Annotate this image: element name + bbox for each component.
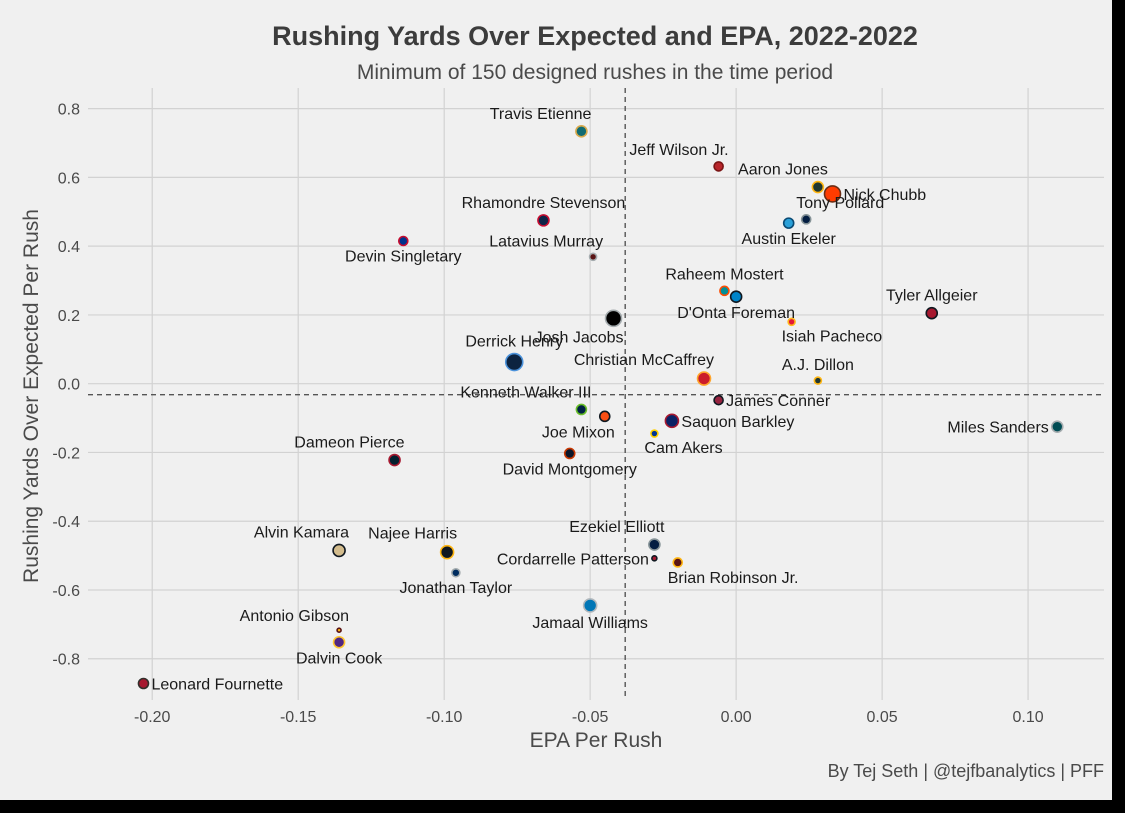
point-labels: Travis Etienne Jeff Wilson Jr. Aaron Jones… [151, 106, 1048, 694]
chart-title: Rushing Yards Over Expected and EPA, 202… [272, 21, 918, 51]
label-derrick-henry: Derrick Henry [465, 334, 563, 351]
label-jeff-wilson-jr: Jeff Wilson Jr. [629, 142, 728, 159]
label-antonio-gibson: Antonio Gibson [240, 608, 349, 625]
point-tyler-allgeier [925, 306, 939, 320]
point-latavius-murray [588, 252, 598, 262]
point-ezekiel-elliott [648, 538, 661, 551]
label-saquon-barkley: Saquon Barkley [681, 414, 794, 431]
label-brian-robinson-jr: Brian Robinson Jr. [668, 570, 799, 587]
label-nick-chubb: Nick Chubb [843, 187, 926, 204]
chart-caption: By Tej Seth | @tejfbanalytics | PFF [828, 761, 1104, 781]
label-cam-akers: Cam Akers [644, 440, 722, 457]
y-tick-label: 0.2 [58, 308, 80, 325]
label-jonathan-taylor: Jonathan Taylor [400, 580, 513, 597]
point-tony-pollard [800, 214, 812, 225]
label-james-conner: James Conner [726, 393, 831, 410]
point-aaron-jones [811, 180, 825, 194]
label-david-montgomery: David Montgomery [503, 461, 637, 478]
y-tick-label: -0.8 [52, 652, 80, 669]
point-jeff-wilson-jr [713, 161, 724, 172]
point-cam-akers [650, 429, 659, 438]
point-leonard-fournette [137, 677, 150, 690]
point-raheem-mostert [719, 285, 730, 297]
point-josh-jacobs [604, 309, 623, 328]
scatter-chart: -0.20 -0.15 -0.10 -0.05 0.00 0.05 0.10 0.8 0.6 0.… [20, 21, 1104, 781]
label-d-onta-foreman: D'Onta Foreman [677, 305, 795, 322]
point-travis-etienne [575, 125, 588, 138]
x-tick-label: 0.10 [1013, 709, 1044, 726]
point-d-onta-foreman [729, 290, 743, 303]
label-najee-harris: Najee Harris [368, 526, 457, 543]
point-jamaal-williams [582, 598, 598, 613]
label-jamaal-williams: Jamaal Williams [532, 615, 648, 632]
x-tick-label: -0.20 [134, 709, 171, 726]
x-tick-label: 0.00 [721, 709, 752, 726]
point-dalvin-cook [332, 635, 346, 649]
label-tyler-allgeier: Tyler Allgeier [886, 288, 978, 305]
label-dameon-pierce: Dameon Pierce [294, 435, 404, 452]
label-rhamondre-stevenson: Rhamondre Stevenson [462, 195, 626, 212]
label-raheem-mostert: Raheem Mostert [665, 266, 784, 283]
label-latavius-murray: Latavius Murray [489, 233, 603, 250]
label-travis-etienne: Travis Etienne [490, 106, 592, 123]
x-axis-title: EPA Per Rush [530, 729, 663, 752]
point-dameon-pierce [388, 453, 401, 467]
point-miles-sanders [1050, 420, 1064, 433]
data-points [137, 125, 1064, 690]
label-alvin-kamara: Alvin Kamara [254, 524, 349, 541]
point-austin-ekeler [782, 217, 795, 229]
label-christian-mccaffrey: Christian McCaffrey [574, 352, 714, 369]
label-ezekiel-elliott: Ezekiel Elliott [569, 519, 665, 536]
label-kenneth-walker-iii: Kenneth Walker III [460, 384, 591, 401]
label-a-j-dillon: A.J. Dillon [782, 357, 854, 374]
y-tick-label: 0.8 [58, 102, 80, 119]
point-james-conner [713, 394, 724, 406]
y-tick-label: -0.4 [52, 514, 80, 531]
x-tick-label: 0.05 [867, 709, 898, 726]
point-antonio-gibson [336, 627, 342, 634]
x-tick-label: -0.10 [426, 709, 463, 726]
point-cordarrelle-patterson [651, 555, 658, 562]
point-najee-harris [439, 544, 455, 560]
point-devin-singletary [398, 235, 409, 247]
label-miles-sanders: Miles Sanders [947, 420, 1048, 437]
y-tick-label: 0.0 [58, 377, 80, 394]
y-tick-label: -0.6 [52, 583, 80, 600]
y-axis-title: Rushing Yards Over Expected Per Rush [20, 209, 43, 583]
point-rhamondre-stevenson [537, 214, 550, 227]
label-austin-ekeler: Austin Ekeler [742, 231, 837, 248]
y-tick-label: -0.2 [52, 445, 80, 462]
reference-lines [88, 88, 1104, 700]
x-tick-label: -0.15 [280, 709, 317, 726]
point-jonathan-taylor [451, 567, 461, 578]
y-tick-label: 0.6 [58, 170, 80, 187]
point-a-j-dillon [813, 376, 823, 385]
label-josh-jacobs: Josh Jacobs [535, 329, 624, 346]
label-joe-mixon: Joe Mixon [542, 424, 615, 441]
label-tony-pollard: Tony Pollard [796, 195, 884, 212]
y-tick-label: 0.4 [58, 239, 80, 256]
point-nick-chubb [823, 185, 842, 203]
label-leonard-fournette: Leonard Fournette [151, 676, 283, 693]
point-derrick-henry [504, 352, 524, 372]
label-dalvin-cook: Dalvin Cook [296, 651, 383, 668]
point-brian-robinson-jr [672, 557, 684, 568]
label-devin-singletary: Devin Singletary [345, 249, 462, 266]
point-kenneth-walker-iii [575, 403, 588, 416]
point-saquon-barkley [664, 413, 680, 429]
point-alvin-kamara [332, 543, 346, 558]
chart-subtitle: Minimum of 150 designed rushes in the ti… [357, 61, 833, 84]
tick-labels: -0.20 -0.15 -0.10 -0.05 0.00 0.05 0.10 0.8 0.6 0.… [52, 102, 1043, 726]
x-tick-label: -0.05 [572, 709, 609, 726]
chart-frame: -0.20 -0.15 -0.10 -0.05 0.00 0.05 0.10 0.8 0.6 0.… [0, 0, 1112, 800]
label-isiah-pacheco: Isiah Pacheco [782, 328, 883, 345]
point-christian-mccaffrey [696, 371, 712, 386]
label-aaron-jones: Aaron Jones [738, 162, 828, 179]
point-isiah-pacheco [787, 317, 796, 327]
point-david-montgomery [563, 447, 576, 460]
label-cordarrelle-patterson: Cordarrelle Patterson [497, 551, 649, 568]
point-joe-mixon [598, 410, 611, 423]
